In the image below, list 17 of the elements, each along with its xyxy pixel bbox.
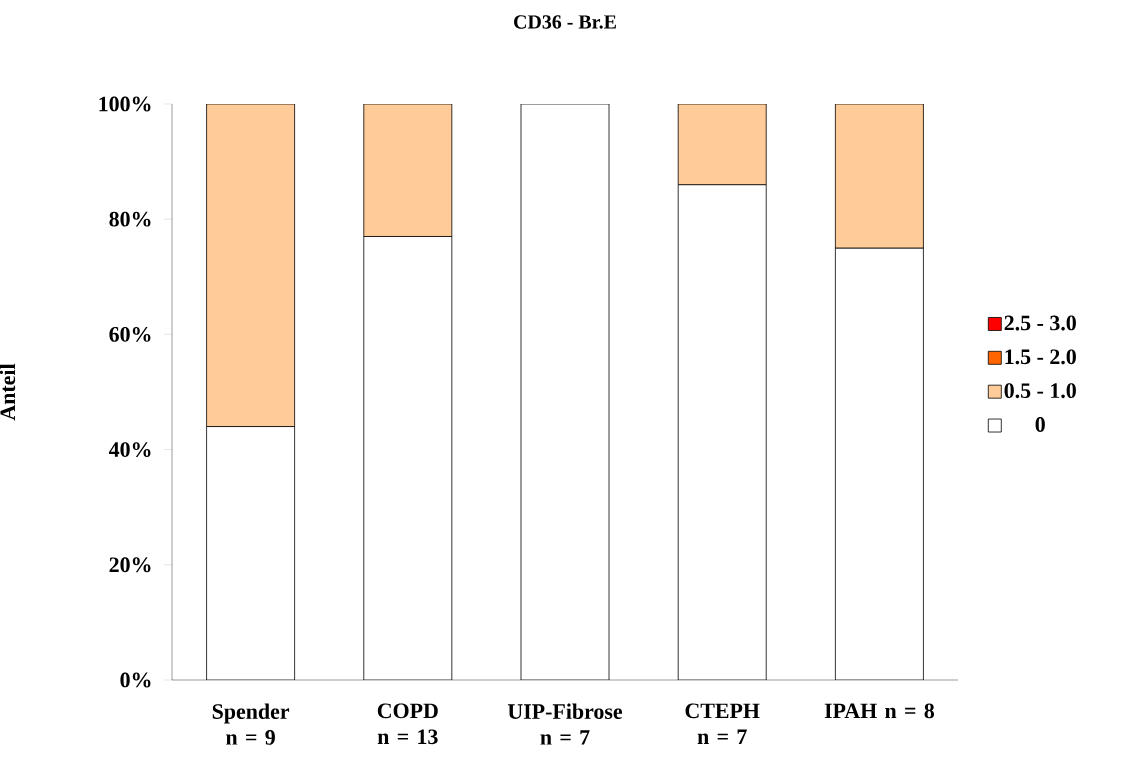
x-tick-label: Spender n = 9 — [212, 703, 290, 745]
y-tick-label: 100% — [99, 96, 151, 112]
y-tick-label: 20% — [109, 557, 151, 573]
y-axis-title: Anteil — [0, 363, 16, 421]
y-tick-label: 80% — [109, 211, 151, 227]
legend-label: 0 — [1035, 417, 1045, 432]
x-tick-label: COPD n = 13 — [377, 703, 438, 745]
x-tick-label: CTEPH n = 7 — [685, 703, 760, 744]
y-tick-label: 0% — [120, 672, 151, 688]
legend-label: 1.5 - 2.0 — [1005, 349, 1076, 365]
chart-title: CD36 - Br.E — [514, 15, 616, 29]
y-tick-label: 40% — [108, 442, 151, 458]
y-tick-label: 60% — [109, 326, 151, 342]
x-tick-label: UIP-Fibrose n = 7 — [507, 703, 623, 745]
legend-label: 2.5 - 3.0 — [1004, 315, 1076, 331]
x-tick-label: IPAH n = 8 — [824, 703, 935, 719]
legend-label: 0.5 - 1.0 — [1004, 383, 1076, 399]
